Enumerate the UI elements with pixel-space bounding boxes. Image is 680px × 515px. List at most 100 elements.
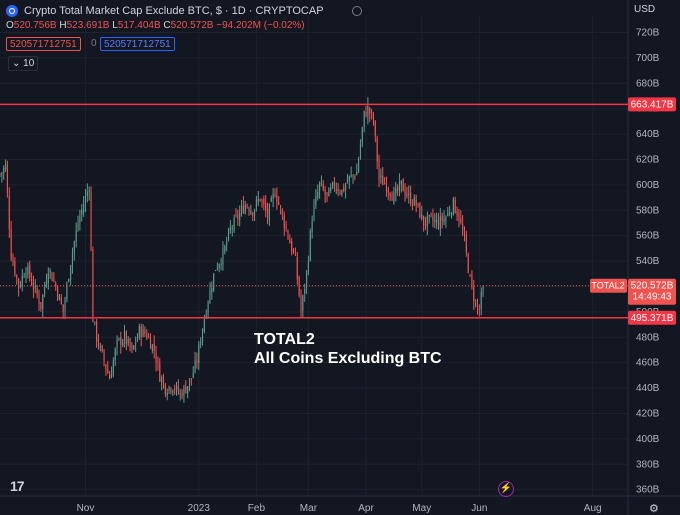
candle-body	[6, 165, 8, 194]
candle-body	[402, 179, 404, 192]
candle-body	[463, 232, 466, 237]
candle-body	[216, 267, 218, 270]
x-tick-label: May	[412, 503, 431, 514]
candle-body	[55, 283, 57, 287]
high-value: 523.691B	[66, 20, 110, 31]
candle-body	[361, 127, 363, 142]
candle-body	[432, 216, 434, 221]
currency-label[interactable]: USD	[634, 4, 656, 15]
candle-body	[149, 337, 152, 349]
candle-body	[153, 343, 155, 351]
candle-body	[18, 278, 20, 289]
level-price-label: 495.371B	[631, 313, 674, 324]
candle-body	[317, 191, 319, 198]
chevron-down-icon: ⌄	[12, 58, 21, 69]
candle-body	[294, 254, 296, 256]
gear-icon[interactable]: ⚙	[649, 503, 659, 515]
indicator-toggle[interactable]: ⌄ 10	[8, 56, 39, 71]
candle-body	[460, 218, 462, 223]
candle-body	[419, 203, 421, 218]
candle-body	[330, 187, 332, 191]
candle-body	[263, 198, 265, 205]
candle-body	[125, 331, 127, 344]
candle-body	[434, 220, 436, 223]
candle-body	[23, 276, 25, 278]
candle-body	[81, 209, 83, 215]
candle-body	[319, 182, 321, 192]
tradingview-logo[interactable]: 17	[10, 478, 25, 494]
candle-body	[369, 107, 371, 114]
candle-body	[395, 188, 397, 194]
candle-body	[252, 212, 254, 216]
candle-body	[283, 215, 285, 228]
candle-body	[201, 329, 204, 342]
candle-body	[226, 241, 228, 245]
candle-body	[449, 213, 451, 215]
candle-body	[423, 215, 425, 226]
candle-body	[94, 321, 96, 323]
candle-body	[421, 214, 423, 220]
candle-body	[205, 314, 207, 317]
y-tick-label: 600B	[636, 180, 660, 191]
candle-body	[300, 296, 302, 312]
candle-body	[454, 199, 456, 214]
candle-body	[447, 212, 449, 216]
candle-body	[127, 339, 129, 344]
candle-body	[367, 105, 369, 117]
candle-body	[185, 386, 187, 394]
candle-body	[96, 321, 98, 342]
candle-body	[8, 195, 10, 230]
chart-annotation: TOTAL2 All Coins Excluding BTC	[254, 330, 442, 368]
candle-body	[437, 220, 440, 228]
candle-body	[475, 303, 477, 305]
x-tick-label: Mar	[300, 503, 318, 514]
candle-body	[140, 326, 142, 338]
candle-body	[244, 204, 246, 214]
candle-body	[155, 353, 157, 363]
candle-body	[53, 279, 55, 282]
candle-body	[60, 297, 62, 304]
lightning-icon[interactable]: ⚡	[498, 481, 514, 497]
candle-body	[276, 194, 278, 203]
candle-body	[235, 214, 237, 216]
candle-body	[29, 264, 31, 278]
y-tick-label: 680B	[636, 78, 660, 89]
candle-body	[129, 338, 131, 348]
candle-body	[345, 185, 347, 190]
candle-body	[188, 378, 191, 387]
sell-button[interactable]: 520571712751	[6, 37, 81, 51]
candle-body	[304, 289, 306, 294]
candle-body	[343, 187, 345, 191]
candle-body	[40, 302, 42, 309]
candle-body	[196, 360, 198, 363]
candle-body	[101, 345, 103, 352]
candle-body	[404, 189, 406, 196]
candle-body	[406, 193, 408, 197]
candle-body	[458, 214, 460, 221]
candle-body	[439, 216, 441, 230]
high-label: H	[59, 20, 67, 31]
candle-body	[385, 183, 388, 192]
candle-body	[31, 279, 33, 285]
candle-body	[10, 229, 12, 260]
candle-body	[3, 167, 5, 173]
symbol-title[interactable]: Crypto Total Market Cap Exclude BTC, $ ·…	[24, 5, 324, 17]
circle-toggle-icon[interactable]	[351, 6, 362, 16]
candle-body	[482, 285, 484, 291]
candle-body	[324, 190, 326, 195]
open-label: O	[6, 20, 14, 31]
low-label: L	[112, 20, 118, 31]
candle-body	[233, 217, 235, 231]
candle-body	[70, 265, 72, 281]
candle-body	[397, 186, 399, 191]
level-price-tag	[628, 310, 676, 325]
candle-body	[291, 241, 293, 252]
candle-body	[266, 209, 269, 218]
candle-body	[194, 360, 196, 372]
buy-button[interactable]: 520571712751	[100, 37, 175, 51]
candle-body	[445, 216, 447, 221]
x-tick-label: Aug	[584, 503, 602, 514]
candle-body	[187, 385, 189, 395]
candle-body	[62, 304, 64, 313]
